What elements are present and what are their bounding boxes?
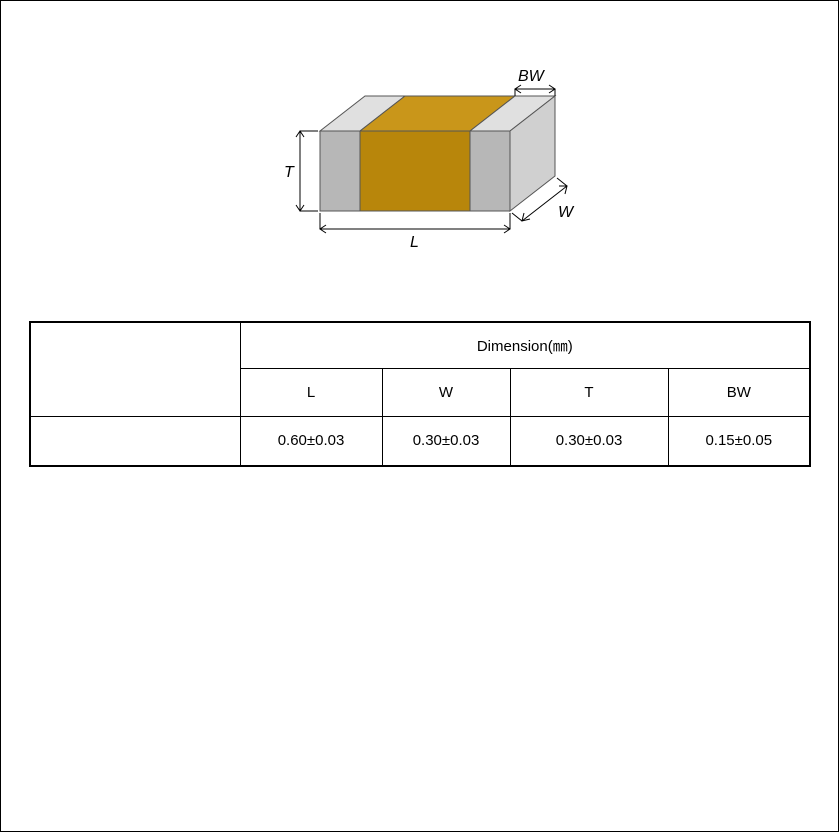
dim-label-bw: BW [518,68,546,85]
figure-container: T L W [1,61,838,281]
col-header-t: T [510,368,668,416]
dim-label-l: L [410,234,419,251]
dim-label-w: W [558,204,575,221]
blank-row-cell [30,416,240,466]
page: T L W [0,0,839,832]
dimension-bw [515,85,555,96]
value-t: 0.30±0.03 [510,416,668,466]
dim-label-t: T [284,164,295,181]
blank-header-cell [30,322,240,416]
col-header-w: W [382,368,510,416]
table-row: Dimension(㎜) [30,322,810,368]
value-w: 0.30±0.03 [382,416,510,466]
value-l: 0.60±0.03 [240,416,382,466]
dimension-l [320,213,510,233]
chip-body [320,96,555,211]
dimension-t [296,131,318,211]
col-header-l: L [240,368,382,416]
dimension-table: Dimension(㎜) L W T BW 0.60±0.03 0.30±0.0… [29,321,811,467]
dimension-header: Dimension(㎜) [240,322,810,368]
component-diagram: T L W [240,61,600,281]
col-header-bw: BW [668,368,810,416]
table-row: 0.60±0.03 0.30±0.03 0.30±0.03 0.15±0.05 [30,416,810,466]
dimension-table-container: Dimension(㎜) L W T BW 0.60±0.03 0.30±0.0… [29,321,810,467]
value-bw: 0.15±0.05 [668,416,810,466]
